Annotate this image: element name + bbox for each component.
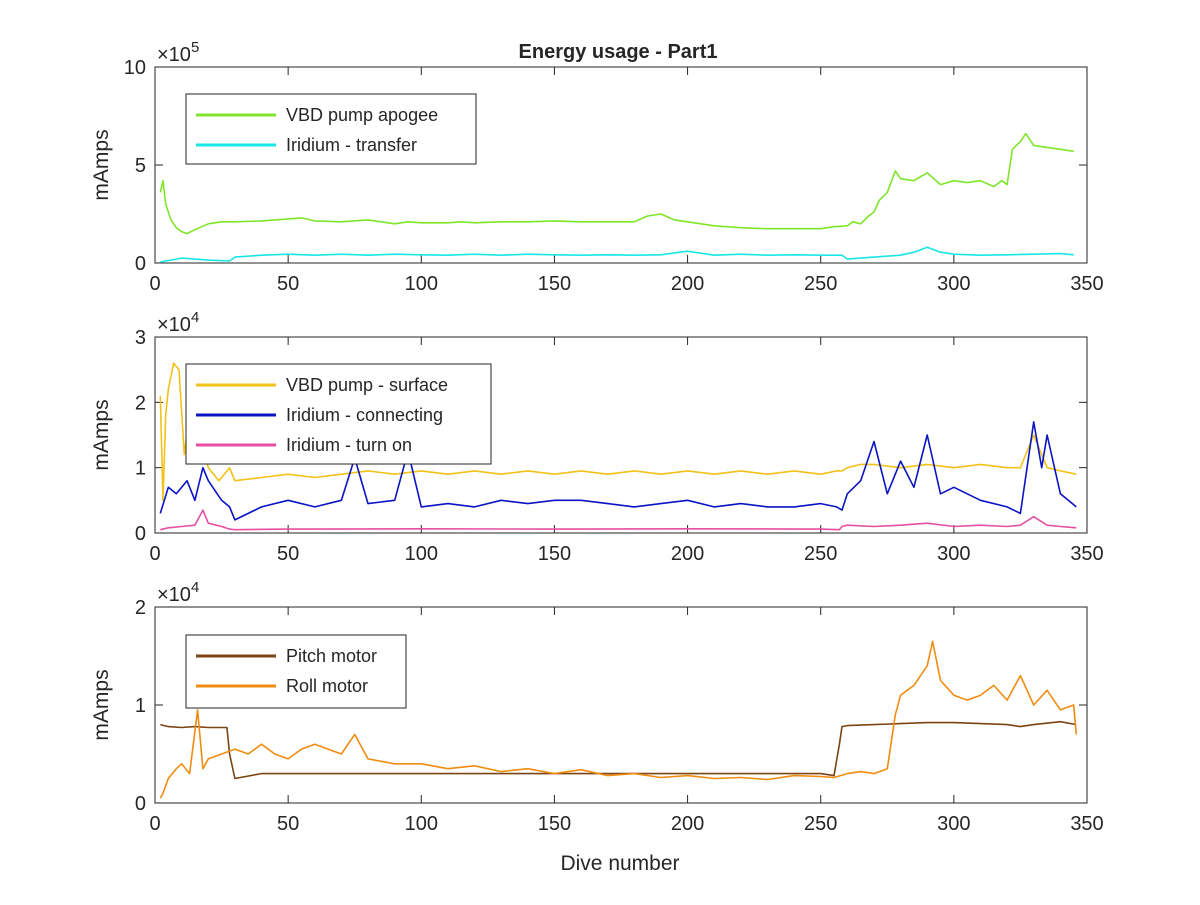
- x-tick-label: 300: [937, 273, 970, 295]
- legend-label: VBD pump apogee: [286, 105, 438, 125]
- x-tick-label: 150: [538, 543, 571, 565]
- y-exponent-power: 4: [191, 309, 199, 326]
- y-exponent-power: 4: [191, 579, 199, 596]
- x-tick-label: 50: [277, 813, 299, 835]
- x-tick-label: 250: [804, 543, 837, 565]
- panel-3: 0 50 100 150 200 250 300 350 0 1 2 ×104 mAmps Pitch m…: [90, 579, 1104, 835]
- legend-box: [185, 93, 477, 165]
- x-tick-label: 300: [937, 543, 970, 565]
- x-tick-label: 250: [804, 813, 837, 835]
- y-axis-label: mAmps: [90, 129, 113, 200]
- x-tick-label: 200: [671, 813, 704, 835]
- legend-label: Pitch motor: [286, 646, 377, 666]
- y-tick-label: 0: [135, 793, 146, 815]
- series-line-1-2: [160, 246, 1074, 263]
- y-tick-label: 3: [135, 327, 146, 349]
- x-tick-label: 350: [1070, 273, 1103, 295]
- legend-label: Iridium - connecting: [286, 405, 443, 425]
- panel-2: 0 50 100 150 200 250 300 350 0 1 2 3 ×104 mAmps VBD pu…: [90, 309, 1104, 565]
- y-axis-label: mAmps: [90, 399, 113, 470]
- legend: VBD pump - surface Iridium - connecting Ir…: [185, 363, 492, 465]
- chart-title: Energy usage - Part1: [519, 41, 718, 63]
- x-tick-label: 50: [277, 543, 299, 565]
- x-tick-label: 0: [149, 543, 160, 565]
- legend: Pitch motor Roll motor: [185, 634, 407, 709]
- x-axis-label: Dive number: [560, 852, 679, 875]
- legend-box: [185, 634, 407, 709]
- y-tick-label: 2: [135, 597, 146, 619]
- x-tick-label: 150: [538, 273, 571, 295]
- y-tick-label: 1: [135, 458, 146, 480]
- y-exponent-base: ×10: [157, 314, 191, 336]
- x-tick-label: 100: [405, 543, 438, 565]
- y-tick-label: 0: [135, 523, 146, 545]
- series-line-1-1: [159, 132, 1074, 235]
- y-exponent-label: ×104: [157, 579, 199, 606]
- x-tick-label: 100: [405, 273, 438, 295]
- y-axis-label: mAmps: [90, 669, 113, 740]
- y-exponent-base: ×10: [157, 584, 191, 606]
- series-line-3-2: [159, 640, 1078, 799]
- x-tick-label: 200: [671, 273, 704, 295]
- x-tick-label: 200: [671, 543, 704, 565]
- x-tick-label: 0: [149, 273, 160, 295]
- x-tick-label: 350: [1070, 543, 1103, 565]
- series-group: [159, 640, 1078, 799]
- legend: VBD pump apogee Iridium - transfer: [185, 93, 477, 165]
- y-tick-label: 1: [135, 695, 146, 717]
- x-tick-label: 150: [538, 813, 571, 835]
- series-group: [159, 132, 1074, 263]
- series-line-2-3: [160, 509, 1077, 531]
- x-tick-label: 0: [149, 813, 160, 835]
- legend-label: Iridium - turn on: [286, 435, 412, 455]
- x-tick-label: 250: [804, 273, 837, 295]
- series-line-3-1: [160, 720, 1077, 780]
- y-exponent-power: 5: [191, 39, 199, 56]
- y-tick-label: 0: [135, 253, 146, 275]
- y-exponent-base: ×10: [157, 44, 191, 66]
- y-tick-label: 10: [124, 57, 146, 79]
- series-line-2-2: [159, 421, 1077, 521]
- legend-label: VBD pump - surface: [286, 375, 448, 395]
- x-tick-label: 350: [1070, 813, 1103, 835]
- y-tick-label: 5: [135, 155, 146, 177]
- x-tick-label: 100: [405, 813, 438, 835]
- legend-label: Iridium - transfer: [286, 135, 417, 155]
- x-tick-label: 300: [937, 813, 970, 835]
- y-exponent-label: ×105: [157, 39, 199, 66]
- legend-label: Roll motor: [286, 676, 368, 696]
- y-exponent-label: ×104: [157, 309, 199, 336]
- y-tick-label: 2: [135, 392, 146, 414]
- x-tick-label: 50: [277, 273, 299, 295]
